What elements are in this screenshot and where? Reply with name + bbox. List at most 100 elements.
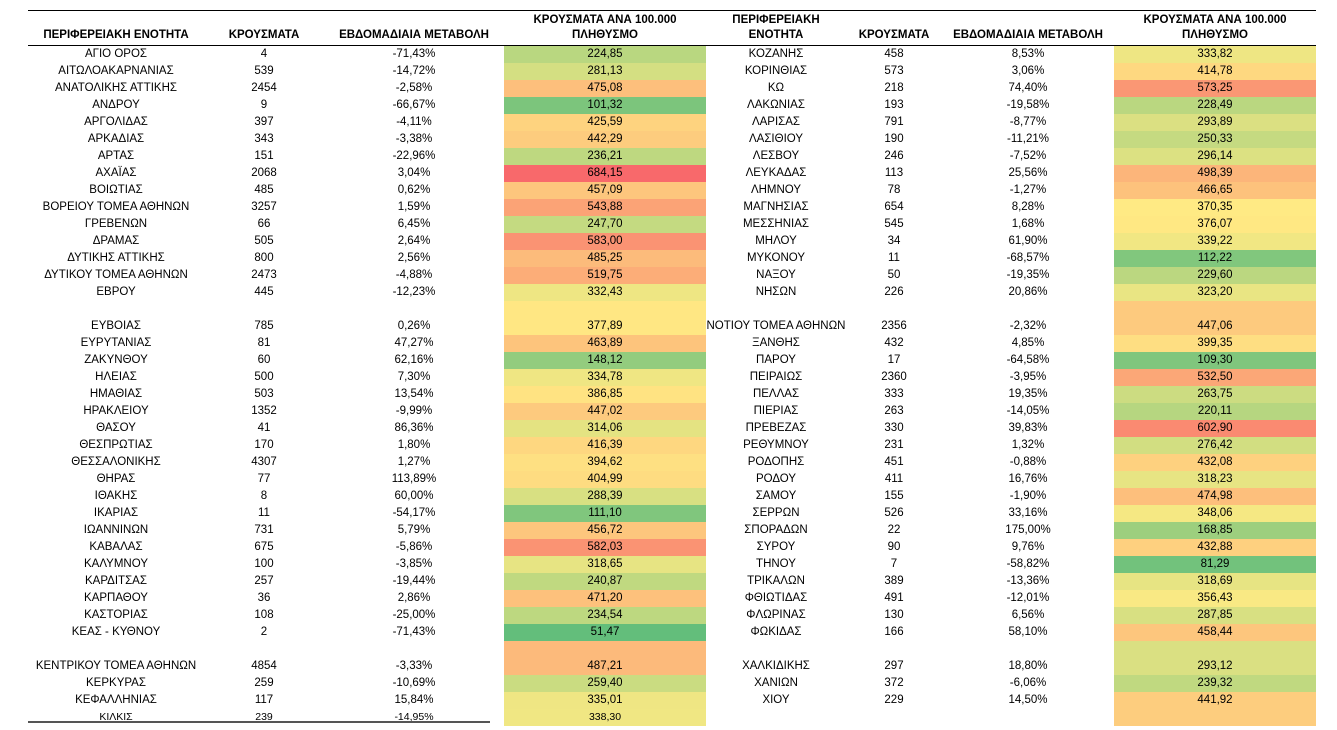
left-weekly-change-cell: -14,72% bbox=[392, 65, 436, 77]
table-row: ΑΡΚΑΔΙΑΣ 343 -3,38% 442,29 ΛΑΣΙΘΙΟΥ 190 -11,21… bbox=[28, 131, 1316, 148]
left-cases-cell: 343 bbox=[254, 133, 274, 145]
left-cases-cell: 397 bbox=[254, 116, 274, 128]
left-per-100k-cell: 332,43 bbox=[504, 284, 706, 301]
right-weekly-change-cell: 58,10% bbox=[1008, 626, 1048, 638]
left-per-100k-cell: 442,29 bbox=[504, 131, 706, 148]
table-row: ΔΥΤΙΚΟΥ ΤΟΜΕΑ ΑΘΗΝΩΝ 2473 -4,88% 519,75 ΝΑΞΟ… bbox=[28, 267, 1316, 284]
table-row: ΗΛΕΙΑΣ 500 7,30% 334,78 ΠΕΙΡΑΙΩΣ 2360 -3,95% 53… bbox=[28, 369, 1316, 386]
left-weekly-change-cell: -25,00% bbox=[392, 609, 436, 621]
left-weekly-change-cell: 13,54% bbox=[394, 388, 434, 400]
right-per-100k-cell: 109,30 bbox=[1114, 352, 1316, 369]
right-cases-cell: 78 bbox=[887, 184, 901, 196]
left-region-cell: ΙΚΑΡΙΑΣ bbox=[93, 507, 139, 519]
right-weekly-change-cell: -58,82% bbox=[1006, 558, 1050, 570]
right-weekly-change-cell: 8,28% bbox=[1011, 201, 1045, 213]
right-per-100k-cell: 229,60 bbox=[1114, 267, 1316, 284]
table-row: ΗΡΑΚΛΕΙΟΥ 1352 -9,99% 447,02 ΠΙΕΡΙΑΣ 263 -14,0… bbox=[28, 403, 1316, 420]
table-row: ΔΥΤΙΚΗΣ ΑΤΤΙΚΗΣ 800 2,56% 485,25 ΜΥΚΟΝΟΥ 11 -6… bbox=[28, 250, 1316, 267]
table-row: ΙΩΑΝΝΙΝΩΝ 731 5,79% 456,72 ΣΠΟΡΑΔΩΝ 22 175,00%… bbox=[28, 522, 1316, 539]
left-per-100k-cell: 259,40 bbox=[504, 675, 706, 692]
left-weekly-change-cell: -3,85% bbox=[395, 558, 433, 570]
right-region-cell: ΤΡΙΚΑΛΩΝ bbox=[747, 575, 805, 587]
bottom-border bbox=[28, 721, 490, 723]
left-weekly-change-cell: 6,45% bbox=[397, 218, 431, 230]
right-per-100k-cell: 498,39 bbox=[1114, 165, 1316, 182]
right-region-cell: ΧΙΟΥ bbox=[762, 694, 790, 706]
left-region-cell: ΑΡΚΑΔΙΑΣ bbox=[87, 133, 145, 145]
right-weekly-change-cell: 16,76% bbox=[1008, 473, 1048, 485]
left-weekly-change-cell: 47,27% bbox=[394, 337, 434, 349]
right-per-100k-cell: 287,85 bbox=[1114, 607, 1316, 624]
right-per-100k-cell: 376,07 bbox=[1114, 216, 1316, 233]
left-weekly-change-cell: -19,44% bbox=[392, 575, 436, 587]
left-weekly-change-cell: -3,33% bbox=[395, 660, 433, 672]
right-region-cell: ΣΕΡΡΩΝ bbox=[752, 507, 800, 519]
left-per-100k-cell: 447,02 bbox=[504, 403, 706, 420]
left-cases-cell: 41 bbox=[257, 422, 271, 434]
table-row: ΑΝΑΤΟΛΙΚΗΣ ΑΤΤΙΚΗΣ 2454 -2,58% 475,08 ΚΩ 218 7… bbox=[28, 80, 1316, 97]
table-row: ΘΕΣΠΡΩΤΙΑΣ 170 1,80% 416,39 ΡΕΘΥΜΝΟΥ 231 1,32%… bbox=[28, 437, 1316, 454]
right-cases-cell: 11 bbox=[888, 252, 900, 264]
left-region-cell: ΚΙΛΚΙΣ bbox=[99, 711, 133, 723]
right-region-cell: ΦΩΚΙΔΑΣ bbox=[750, 626, 802, 638]
left-weekly-change-cell bbox=[324, 301, 504, 318]
right-cases-cell: 654 bbox=[884, 201, 904, 213]
right-cases-cell: 17 bbox=[887, 354, 901, 366]
left-per-100k-cell: 111,10 bbox=[504, 505, 706, 522]
right-per-100k-cell: 458,44 bbox=[1114, 624, 1316, 641]
right-per-100k-cell: 323,20 bbox=[1114, 284, 1316, 301]
left-region-cell: ΚΑΣΤΟΡΙΑΣ bbox=[84, 609, 148, 621]
left-per-100k-cell: 684,15 bbox=[504, 165, 706, 182]
right-per-100k-cell: 220,11 bbox=[1114, 403, 1316, 420]
right-per-100k-cell: 532,50 bbox=[1114, 369, 1316, 386]
left-cases-cell: 4854 bbox=[251, 660, 277, 672]
table-row: ΑΡΓΟΛΙΔΑΣ 397 -4,11% 425,59 ΛΑΡΙΣΑΣ 791 -8,77%… bbox=[28, 114, 1316, 131]
left-weekly-change-cell: -14,95% bbox=[394, 711, 434, 723]
left-region-cell: ΚΑΡΔΙΤΣΑΣ bbox=[85, 575, 147, 587]
left-region-cell: ΔΥΤΙΚΟΥ ΤΟΜΕΑ ΑΘΗΝΩΝ bbox=[44, 269, 188, 281]
left-region-cell: ΑΝΔΡΟΥ bbox=[92, 99, 140, 111]
right-cases-cell: 263 bbox=[884, 405, 904, 417]
right-region-cell: ΧΑΛΚΙΔΙΚΗΣ bbox=[742, 660, 810, 672]
left-weekly-change-cell: 62,16% bbox=[394, 354, 434, 366]
left-weekly-change-cell: 60,00% bbox=[394, 490, 434, 502]
left-per-100k-cell: 281,13 bbox=[504, 63, 706, 80]
right-weekly-change-cell: 20,86% bbox=[1008, 286, 1048, 298]
left-weekly-change-cell: 1,80% bbox=[397, 439, 431, 451]
left-region-cell: ΚΕΑΣ - ΚΥΘΝΟΥ bbox=[71, 626, 161, 638]
left-per-100k-cell: 386,85 bbox=[504, 386, 706, 403]
left-weekly-change-cell: -2,58% bbox=[395, 82, 433, 94]
left-cases-cell: 100 bbox=[254, 558, 274, 570]
right-per-100k-cell: 239,32 bbox=[1114, 675, 1316, 692]
right-cases-cell: 491 bbox=[884, 592, 904, 604]
right-cases-cell: 545 bbox=[884, 218, 904, 230]
table-row: ΙΘΑΚΗΣ 8 60,00% 288,39 ΣΑΜΟΥ 155 -1,90% 474,98 bbox=[28, 488, 1316, 505]
table-row: ΖΑΚΥΝΘΟΥ 60 62,16% 148,12 ΠΑΡΟΥ 17 -64,58% 109,… bbox=[28, 352, 1316, 369]
right-cases-cell: 7 bbox=[890, 558, 898, 570]
left-cases-cell: 4307 bbox=[251, 456, 277, 468]
right-region-cell: ΛΑΡΙΣΑΣ bbox=[751, 116, 801, 128]
right-weekly-change-cell: 33,16% bbox=[1008, 507, 1048, 519]
right-region-cell: ΚΟΖΑΝΗΣ bbox=[748, 48, 804, 60]
right-cases-cell: 451 bbox=[884, 456, 904, 468]
left-weekly-change-cell: 3,04% bbox=[397, 167, 431, 179]
table-body: ΑΓΙΟ ΟΡΟΣ 4 -71,43% 224,85 ΚΟΖΑΝΗΣ 458 8,53% 33… bbox=[28, 45, 1316, 726]
left-region-cell: ΚΑΡΠΑΘΟΥ bbox=[84, 592, 148, 604]
right-cases-cell: 90 bbox=[887, 541, 901, 553]
left-weekly-change-cell: -3,38% bbox=[395, 133, 433, 145]
right-weekly-change-cell: -2,32% bbox=[1009, 320, 1047, 332]
left-cases-cell: 239 bbox=[255, 711, 273, 723]
header-region-left: ΠΕΡΙΦΕΡΕΙΑΚΗ ΕΝΟΤΗΤΑ bbox=[28, 10, 204, 46]
left-per-100k-cell: 101,32 bbox=[504, 97, 706, 114]
right-weekly-change-cell: -12,01% bbox=[1006, 592, 1050, 604]
table-row: ΗΜΑΘΙΑΣ 503 13,54% 386,85 ΠΕΛΛΑΣ 333 19,35% 263… bbox=[28, 386, 1316, 403]
header-region-right: ΠΕΡΙΦΕΡΕΙΑΚΗ ΕΝΟΤΗΤΑ bbox=[706, 10, 846, 46]
right-region-cell: ΛΕΣΒΟΥ bbox=[752, 150, 800, 162]
table-row: ΚΕΑΣ - ΚΥΘΝΟΥ 2 -71,43% 51,47 ΦΩΚΙΔΑΣ 166 58,1… bbox=[28, 624, 1316, 641]
right-cases-cell bbox=[846, 301, 942, 318]
right-region-cell: ΣΥΡΟΥ bbox=[756, 541, 796, 553]
header-cases-left: ΚΡΟΥΣΜΑΤΑ bbox=[204, 10, 324, 46]
right-region-cell: ΠΕΛΛΑΣ bbox=[752, 388, 800, 400]
left-cases-cell: 731 bbox=[254, 524, 274, 536]
left-per-100k-cell: 463,89 bbox=[504, 335, 706, 352]
